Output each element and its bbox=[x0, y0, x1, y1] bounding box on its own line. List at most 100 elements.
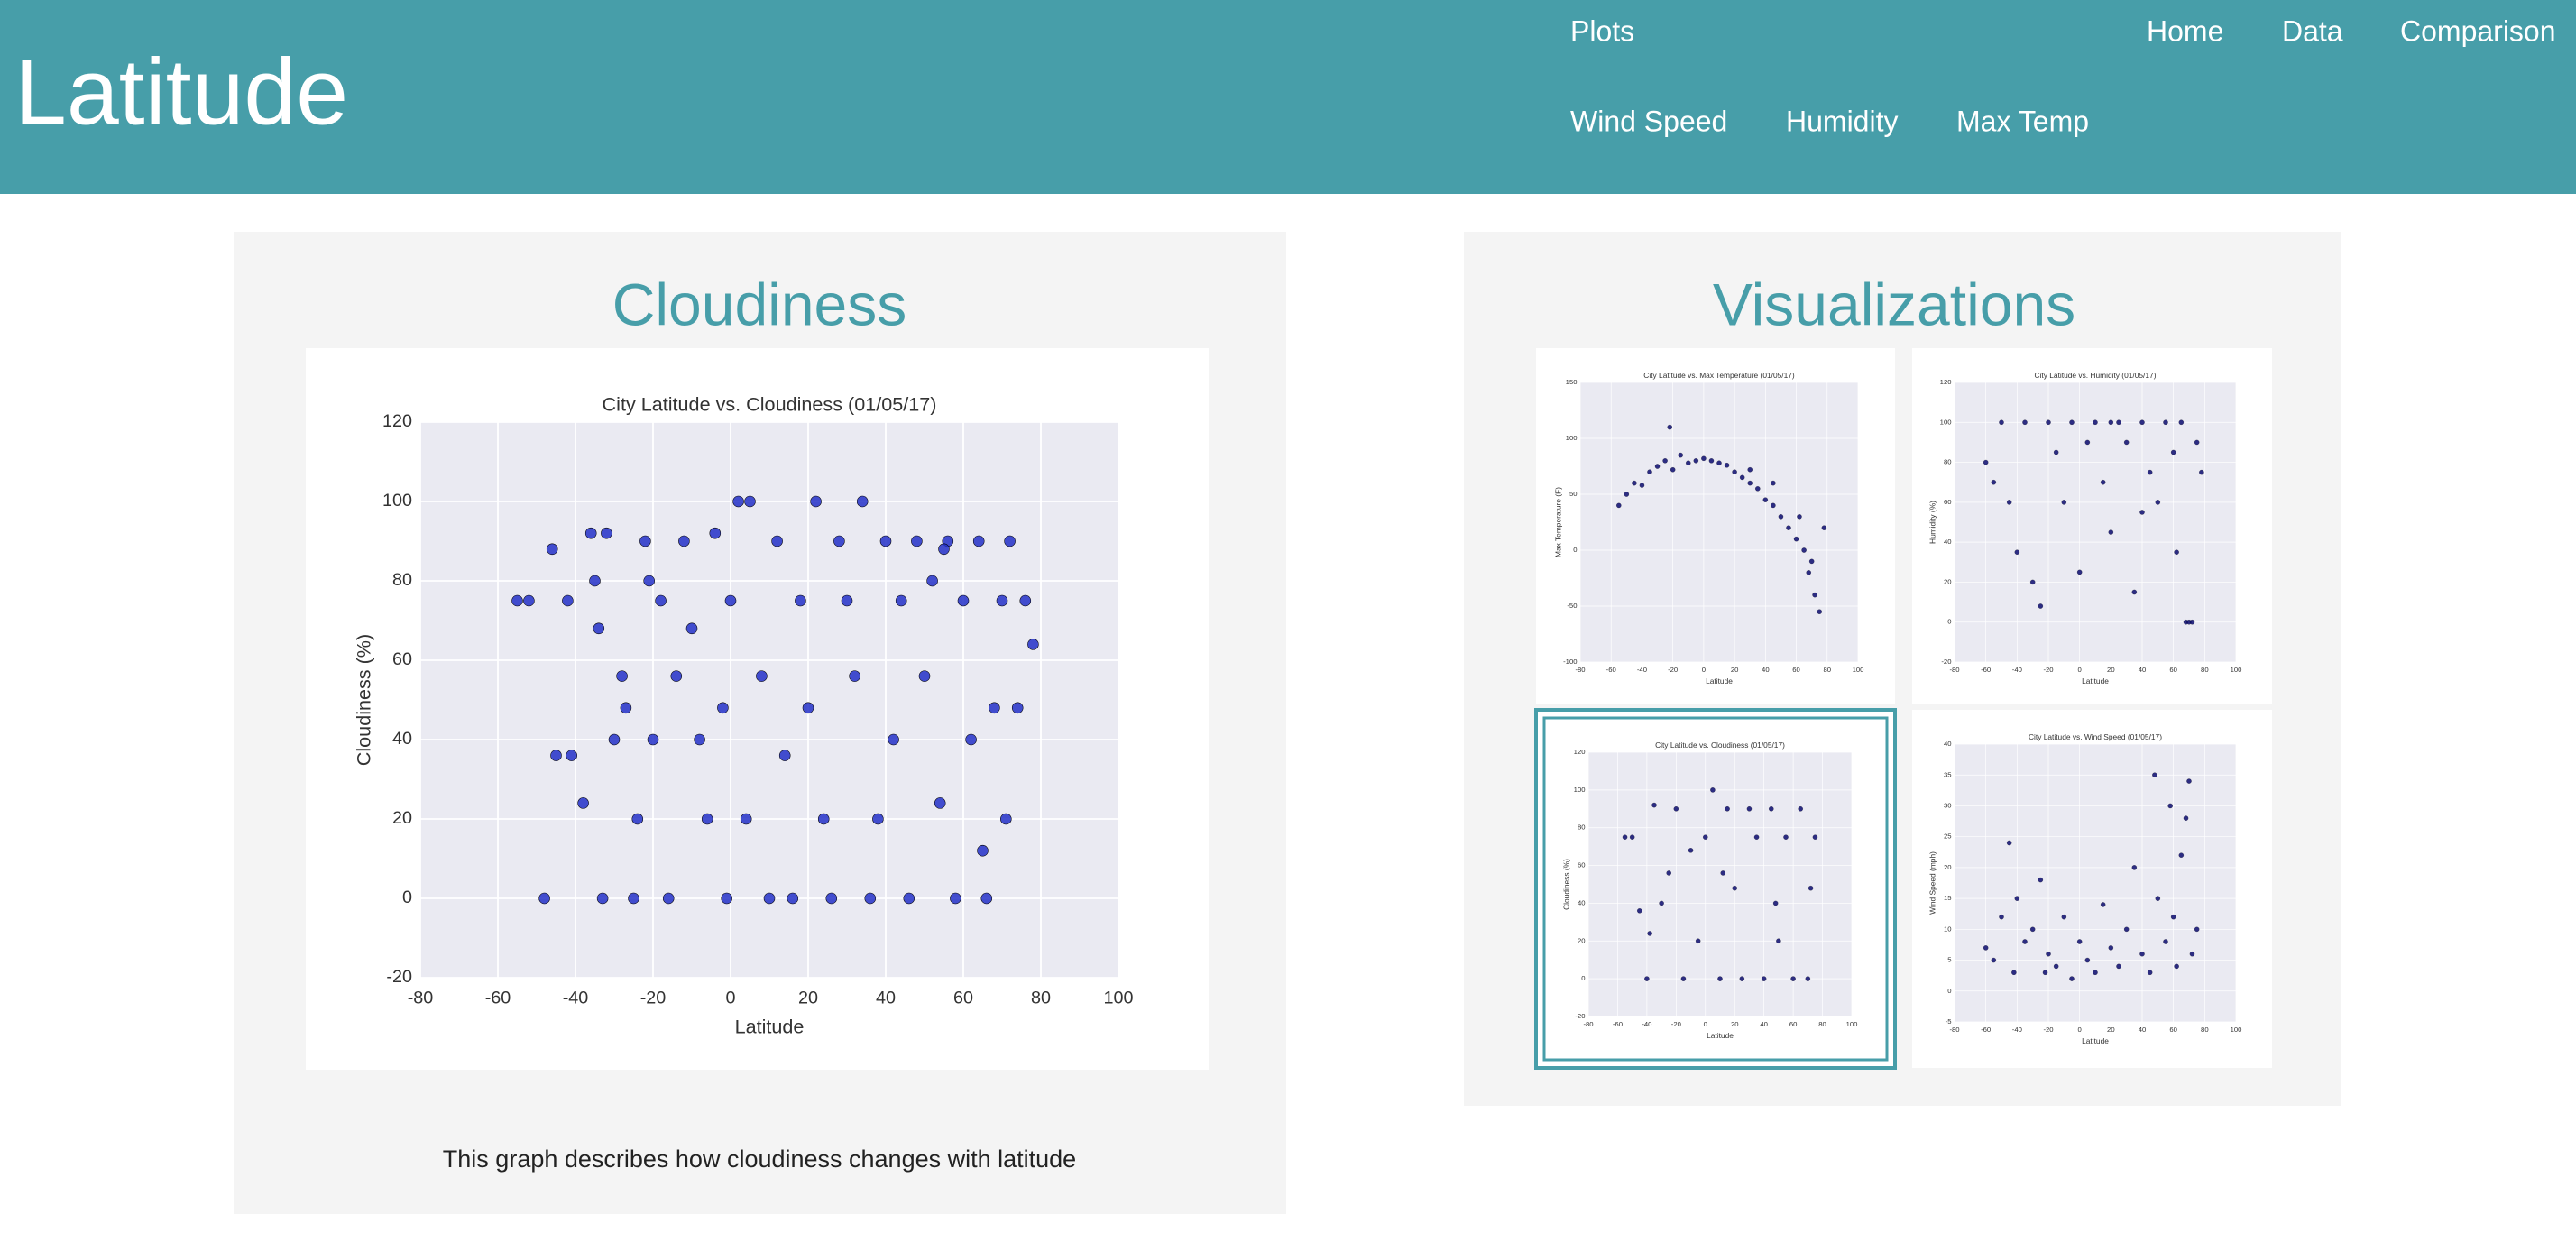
point bbox=[2053, 963, 2059, 970]
point bbox=[2011, 970, 2017, 975]
nav-link[interactable]: Home bbox=[2147, 14, 2223, 47]
point bbox=[1771, 480, 1776, 486]
x-tick-label: -80 bbox=[1949, 1026, 1959, 1034]
point bbox=[1662, 458, 1668, 464]
y-tick-label: 100 bbox=[1566, 434, 1578, 442]
point bbox=[2116, 419, 2121, 425]
point bbox=[2183, 815, 2189, 821]
point bbox=[802, 702, 814, 714]
point bbox=[864, 892, 877, 905]
nav-plots[interactable]: Plots bbox=[1570, 14, 1634, 47]
nav-plot-link[interactable]: Humidity bbox=[1786, 105, 1898, 137]
point bbox=[833, 535, 845, 547]
point bbox=[2139, 419, 2145, 425]
y-tick-label: 100 bbox=[1940, 418, 1952, 426]
point bbox=[2139, 510, 2145, 515]
x-tick-label: 100 bbox=[1103, 989, 1133, 1008]
x-tick-label: -60 bbox=[1981, 1026, 1991, 1034]
point bbox=[817, 813, 830, 825]
x-tick-label: -40 bbox=[1637, 666, 1647, 674]
point bbox=[1639, 483, 1645, 488]
point bbox=[2014, 549, 2020, 555]
plot-area bbox=[1955, 744, 2236, 1022]
point bbox=[1739, 976, 1745, 981]
point bbox=[1688, 848, 1694, 853]
point bbox=[662, 892, 675, 905]
point bbox=[2029, 579, 2036, 585]
x-tick-label: 20 bbox=[798, 989, 818, 1008]
point bbox=[2061, 914, 2067, 920]
chart-title: City Latitude vs. Cloudiness (01/05/17) bbox=[603, 393, 937, 416]
point bbox=[2147, 970, 2153, 975]
point bbox=[1732, 469, 1737, 474]
point bbox=[1651, 802, 1657, 808]
point bbox=[1999, 914, 2004, 920]
point bbox=[678, 535, 690, 547]
chart-title: City Latitude vs. Max Temperature (01/05… bbox=[1643, 371, 1795, 380]
point bbox=[1753, 834, 1760, 840]
point bbox=[721, 892, 732, 905]
point bbox=[926, 575, 938, 587]
point bbox=[1616, 502, 1622, 509]
x-tick-label: 80 bbox=[1818, 1020, 1826, 1028]
point bbox=[1790, 976, 1796, 981]
point bbox=[1624, 492, 1630, 497]
y-axis-label: Humidity (%) bbox=[1927, 501, 1937, 544]
x-tick-label: -20 bbox=[2043, 1026, 2053, 1034]
y-tick-label: 50 bbox=[1569, 490, 1578, 498]
point bbox=[1724, 463, 1730, 468]
point bbox=[1801, 547, 1807, 553]
nav-link[interactable]: Comparison bbox=[2400, 14, 2556, 47]
point bbox=[1983, 459, 1989, 465]
nav-plot-link[interactable]: Wind Speed bbox=[1570, 105, 1727, 137]
y-tick-label: 10 bbox=[1944, 924, 1952, 933]
point bbox=[601, 527, 612, 539]
point bbox=[2100, 902, 2106, 907]
point bbox=[1798, 806, 1803, 812]
point bbox=[2189, 952, 2195, 957]
point bbox=[1011, 702, 1024, 714]
point bbox=[756, 670, 768, 682]
point bbox=[771, 535, 783, 547]
point bbox=[1644, 976, 1650, 981]
point bbox=[918, 670, 931, 682]
point bbox=[1670, 467, 1676, 473]
x-tick-label: 80 bbox=[2201, 1026, 2209, 1034]
point bbox=[856, 495, 869, 508]
point bbox=[1747, 480, 1753, 486]
point bbox=[1632, 480, 1637, 486]
point bbox=[1720, 870, 1725, 876]
point bbox=[825, 892, 838, 905]
point bbox=[550, 750, 562, 761]
point bbox=[2006, 500, 2012, 505]
y-tick-label: 0 bbox=[1573, 546, 1577, 554]
y-tick-label: -20 bbox=[1941, 658, 1951, 666]
x-tick-label: 20 bbox=[2107, 1026, 2115, 1034]
point bbox=[1761, 976, 1767, 981]
nav-plot-link[interactable]: Max Temp bbox=[1956, 105, 2089, 137]
point bbox=[1647, 931, 1652, 936]
x-tick-label: -80 bbox=[408, 989, 434, 1008]
point bbox=[1647, 469, 1652, 474]
plot-area bbox=[1955, 382, 2236, 662]
x-tick-label: 0 bbox=[1704, 1020, 1707, 1028]
point bbox=[717, 702, 729, 714]
y-tick-label: 35 bbox=[1944, 770, 1952, 778]
y-axis-label: Wind Speed (mph) bbox=[1927, 851, 1937, 915]
nav-link[interactable]: Data bbox=[2282, 14, 2343, 47]
y-tick-label: 20 bbox=[1944, 577, 1952, 585]
point bbox=[1637, 908, 1642, 914]
point bbox=[2100, 480, 2106, 485]
y-tick-label: 0 bbox=[1947, 618, 1951, 626]
point bbox=[1983, 945, 1989, 951]
point bbox=[1703, 834, 1708, 840]
y-tick-label: -100 bbox=[1563, 658, 1577, 666]
panel-title: Visualizations bbox=[1713, 271, 2075, 337]
x-tick-label: 20 bbox=[2107, 666, 2115, 674]
point bbox=[655, 594, 667, 607]
point bbox=[2189, 620, 2195, 625]
x-axis-label: Latitude bbox=[2082, 1036, 2109, 1045]
point bbox=[1817, 609, 1822, 614]
point bbox=[620, 702, 632, 714]
